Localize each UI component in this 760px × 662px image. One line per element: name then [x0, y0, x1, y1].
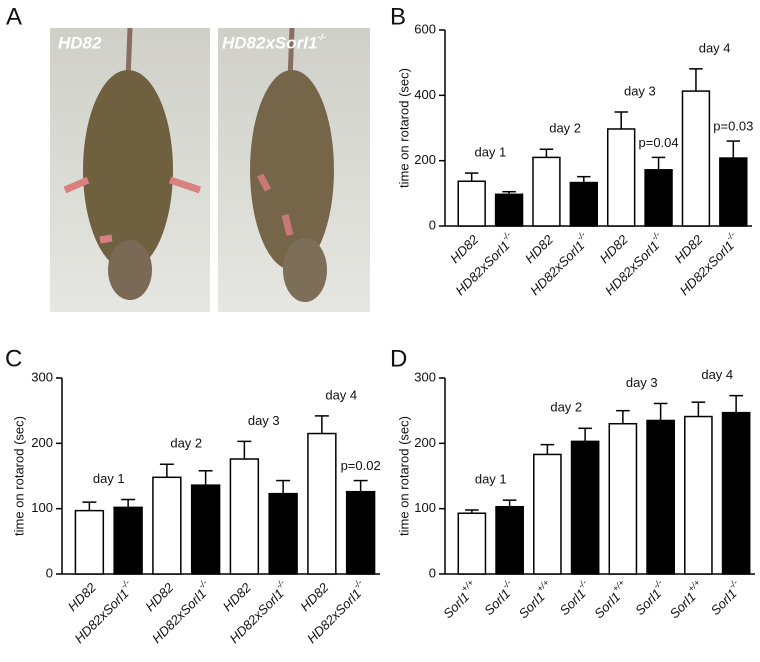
x-tick-label: HD82	[65, 579, 100, 614]
panel-label: C	[5, 345, 22, 372]
y-axis-label: time on rotarod (sec)	[11, 416, 26, 536]
bar	[719, 157, 748, 227]
group-label: day 4	[701, 367, 733, 382]
x-tick-label: HD82xSorl1-/-	[450, 230, 518, 298]
bar	[113, 506, 143, 575]
group-label: day 1	[93, 471, 125, 486]
group-label: day 2	[550, 400, 582, 415]
group-label: day 4	[699, 40, 731, 55]
x-tick-label: HD82	[597, 231, 632, 266]
y-tick-label: 100	[31, 500, 53, 515]
p-value-label: p=0.04	[639, 135, 679, 150]
y-tick-label: 0	[46, 565, 53, 580]
y-tick-label: 200	[414, 152, 436, 167]
bar	[608, 422, 638, 575]
bar	[684, 415, 713, 575]
photo-caption: HD82xSorl1-/-	[222, 32, 326, 52]
group-label: day 3	[624, 83, 656, 98]
bar	[644, 169, 673, 227]
y-tick-label: 0	[429, 217, 436, 232]
group-label: day 3	[248, 413, 280, 428]
group-label: day 4	[325, 387, 357, 402]
p-value-label: p=0.03	[713, 119, 753, 134]
x-tick-label: Sorl1+/+	[589, 578, 632, 621]
x-tick-label: HD82xSorl1-/-	[525, 230, 593, 298]
x-tick-label: HD82	[447, 231, 482, 266]
y-tick-label: 200	[31, 435, 53, 450]
bar	[570, 440, 600, 575]
y-tick-label: 400	[414, 87, 436, 102]
bar	[532, 156, 561, 227]
bar	[229, 458, 260, 575]
x-tick-label: HD82	[142, 579, 177, 614]
y-tick-label: 300	[414, 369, 436, 384]
x-tick-label: HD82	[522, 231, 557, 266]
bar	[494, 193, 524, 227]
x-tick-label: Sorl1-/-	[630, 578, 670, 618]
bar	[533, 453, 562, 575]
x-tick-label: Sorl1+/+	[664, 578, 707, 621]
photo: HD82	[50, 27, 210, 312]
bar	[606, 128, 636, 227]
group-label: day 2	[549, 121, 581, 136]
bar	[569, 181, 599, 227]
y-tick-label: 200	[414, 435, 436, 450]
y-tick-label: 0	[429, 565, 436, 580]
x-tick-label: Sorl1+/+	[513, 578, 556, 621]
photo: HD82xSorl1-/-	[218, 27, 370, 312]
y-axis-label: time on rotarod (sec)	[396, 416, 411, 536]
y-tick-label: 600	[414, 21, 436, 36]
group-label: day 1	[474, 145, 506, 160]
p-value-label: p=0.02	[341, 458, 381, 473]
photo-caption: HD82	[58, 33, 102, 52]
x-tick-label: Sorl1-/-	[479, 578, 519, 618]
bar	[457, 512, 487, 575]
panel-label: B	[390, 3, 406, 30]
group-label: day 2	[170, 436, 202, 451]
bar	[345, 490, 376, 575]
bar	[190, 484, 221, 575]
group-label: day 1	[475, 472, 507, 487]
bar	[268, 492, 298, 575]
group-label: day 3	[626, 375, 658, 390]
y-tick-label: 300	[31, 369, 53, 384]
bar	[74, 509, 105, 575]
panel-label: A	[6, 3, 22, 30]
bar	[495, 505, 524, 575]
bar	[152, 476, 182, 575]
x-tick-label: Sorl1-/-	[554, 578, 594, 618]
x-tick-label: HD82	[220, 579, 255, 614]
x-tick-label: HD82xSorl1-/-	[675, 230, 743, 298]
x-tick-label: Sorl1-/-	[705, 578, 745, 618]
y-axis-label: time on rotarod (sec)	[396, 68, 411, 188]
x-tick-label: HD82xSorl1-/-	[600, 230, 668, 298]
x-tick-label: Sorl1+/+	[438, 578, 481, 621]
bar	[681, 90, 711, 227]
bar	[646, 419, 675, 575]
y-tick-label: 100	[414, 500, 436, 515]
bar	[457, 180, 486, 227]
panel-label: D	[390, 345, 407, 372]
bar	[721, 411, 751, 575]
bar	[307, 432, 337, 575]
x-tick-label: HD82	[297, 579, 332, 614]
x-tick-label: HD82	[671, 231, 706, 266]
